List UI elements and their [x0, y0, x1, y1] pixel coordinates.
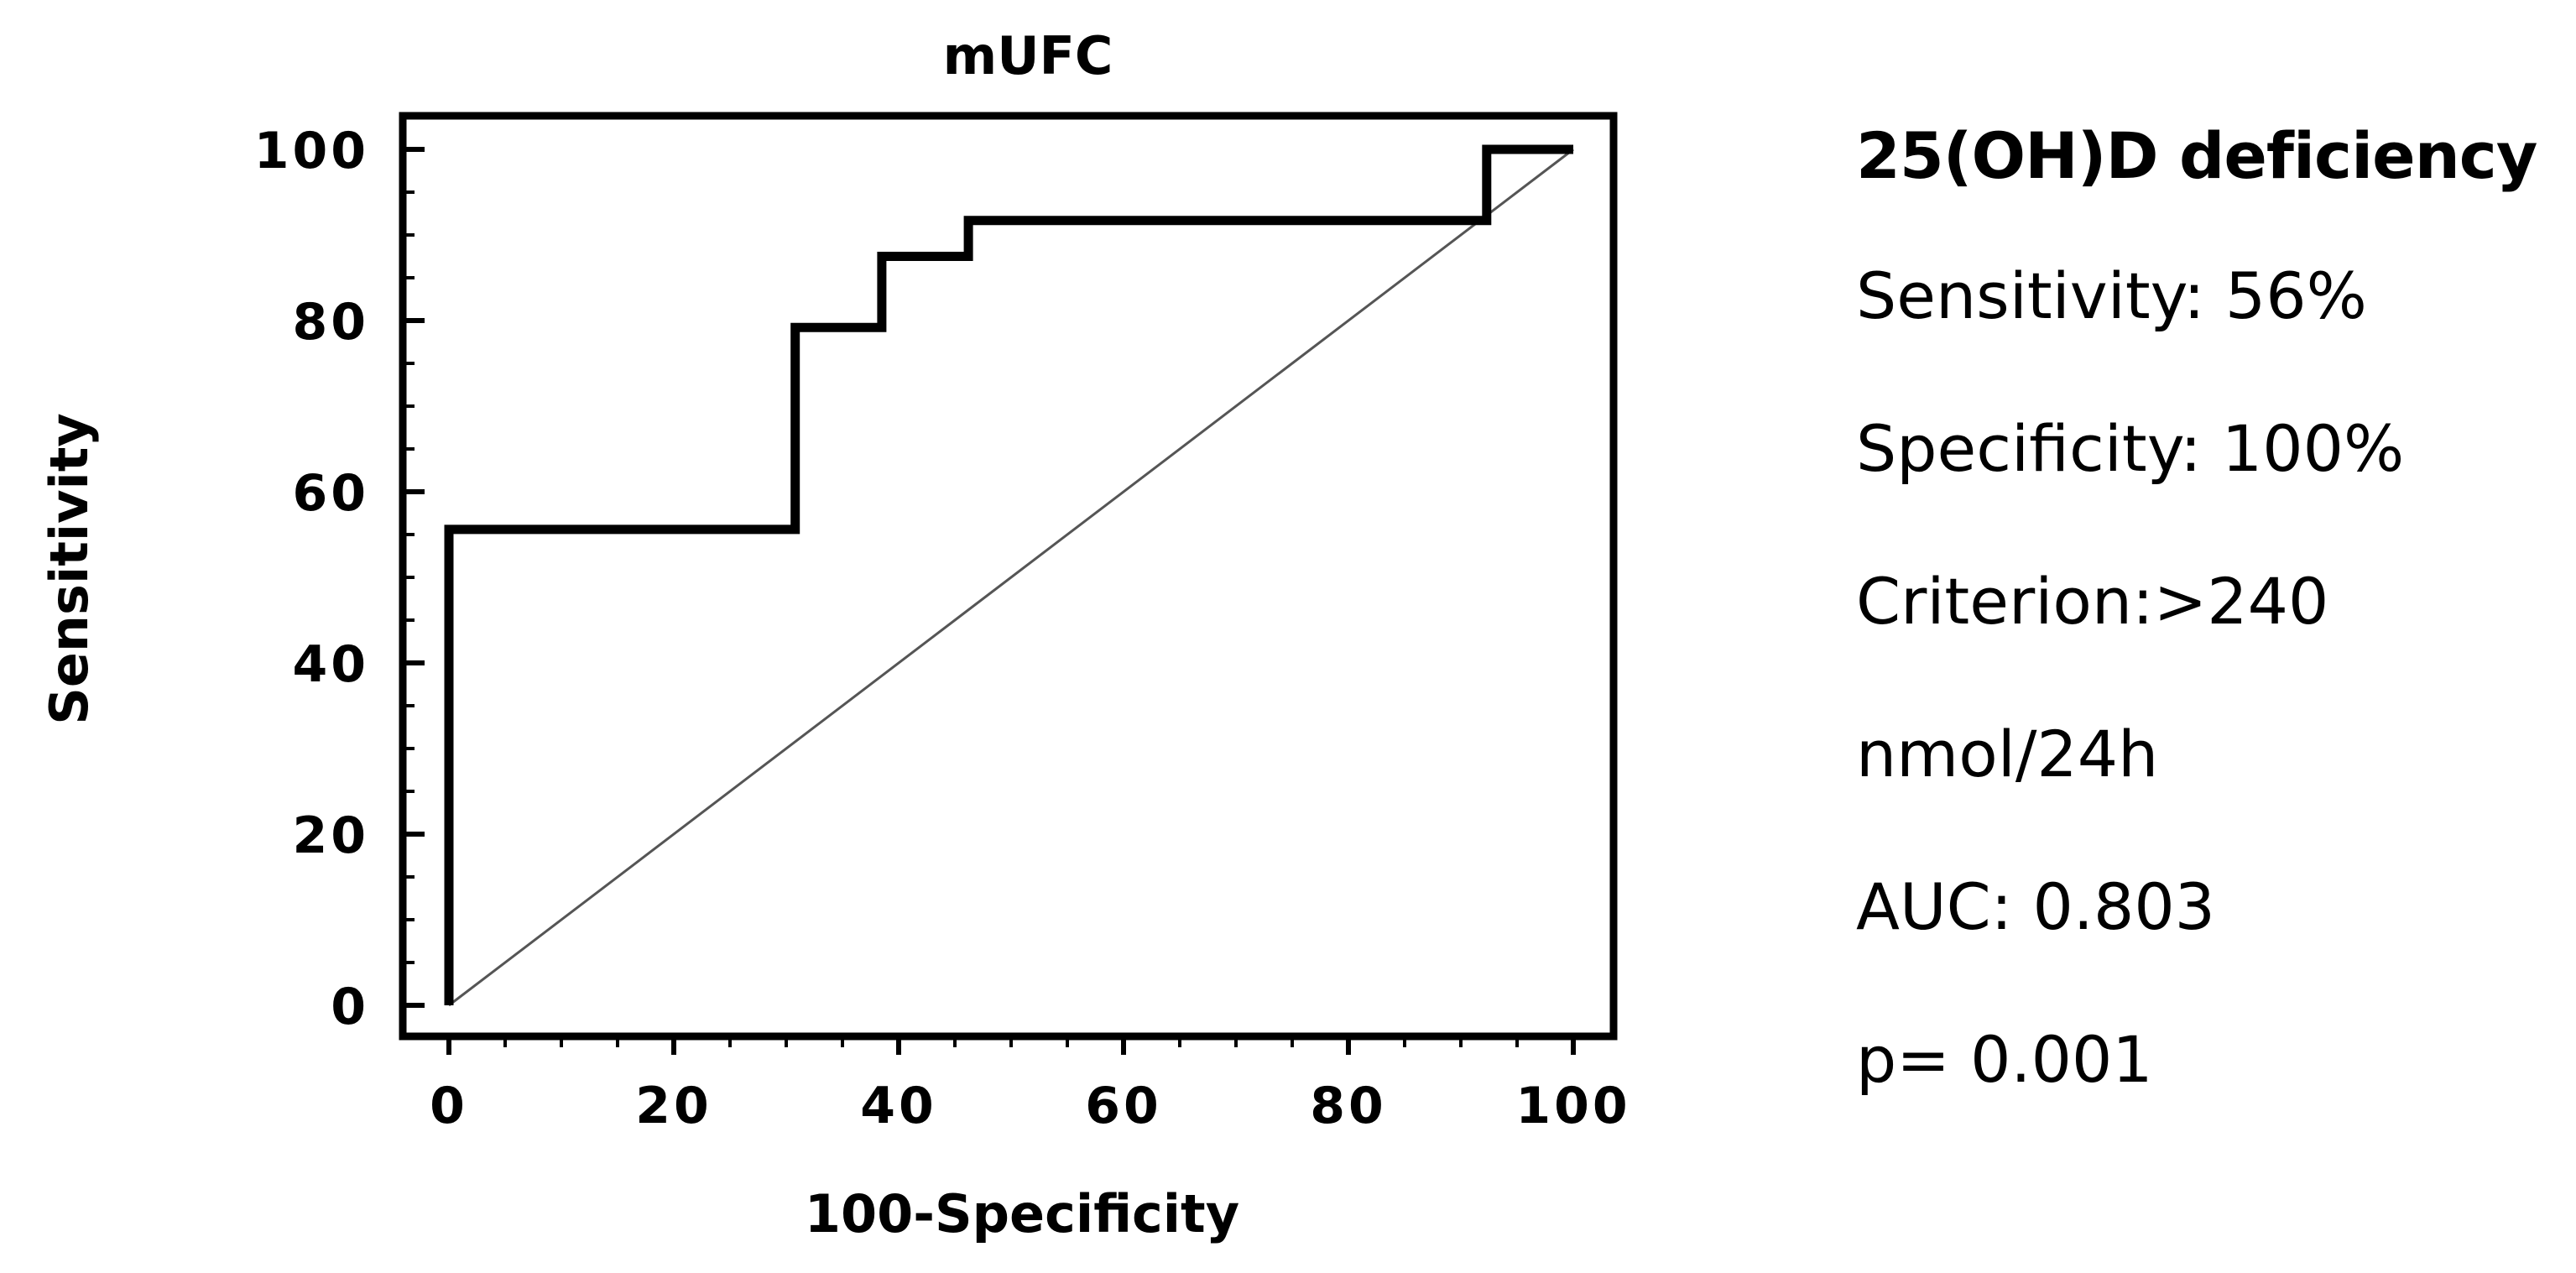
y-tick-label: 60: [293, 464, 370, 523]
x-tick-label: 20: [635, 1077, 712, 1135]
axis-tick-labels: 0 20 40 60 80 100 0 20 40 60 80 100: [254, 122, 1630, 1135]
y-tick-label: 0: [331, 978, 369, 1036]
criterion-stat: Criterion:>240: [1856, 564, 2329, 639]
x-tick-label: 100: [1515, 1077, 1630, 1135]
y-tick-label: 20: [293, 806, 370, 865]
criterion-unit: nmol/24h: [1856, 717, 2159, 791]
plot-frame: [399, 112, 1618, 1041]
y-axis-label: Sensitivity: [39, 413, 100, 725]
sensitivity-stat: Sensitivity: 56%: [1856, 258, 2367, 333]
x-axis-label: 100-Specificity: [805, 1183, 1239, 1244]
x-tick-label: 0: [430, 1077, 468, 1135]
y-tick-label: 40: [293, 635, 370, 694]
x-tick-label: 80: [1310, 1077, 1387, 1135]
p-value-stat: p= 0.001: [1856, 1022, 2153, 1097]
stats-panel: 25(OH)D deficiency Sensitivity: 56% Spec…: [1856, 109, 2569, 1098]
chart-title: mUFC: [943, 25, 1113, 86]
auc-stat: AUC: 0.803: [1856, 869, 2216, 944]
y-tick-label: 80: [293, 293, 370, 352]
reference-diagonal-line: [448, 148, 1574, 1007]
y-tick-label: 100: [254, 122, 369, 180]
stats-heading: 25(OH)D deficiency: [1856, 118, 2537, 193]
roc-curve-line: [444, 144, 1573, 1005]
x-tick-label: 40: [860, 1077, 937, 1135]
specificity-stat: Specificity: 100%: [1856, 411, 2405, 486]
axis-ticks: [403, 147, 1576, 1055]
x-tick-label: 60: [1085, 1077, 1162, 1135]
